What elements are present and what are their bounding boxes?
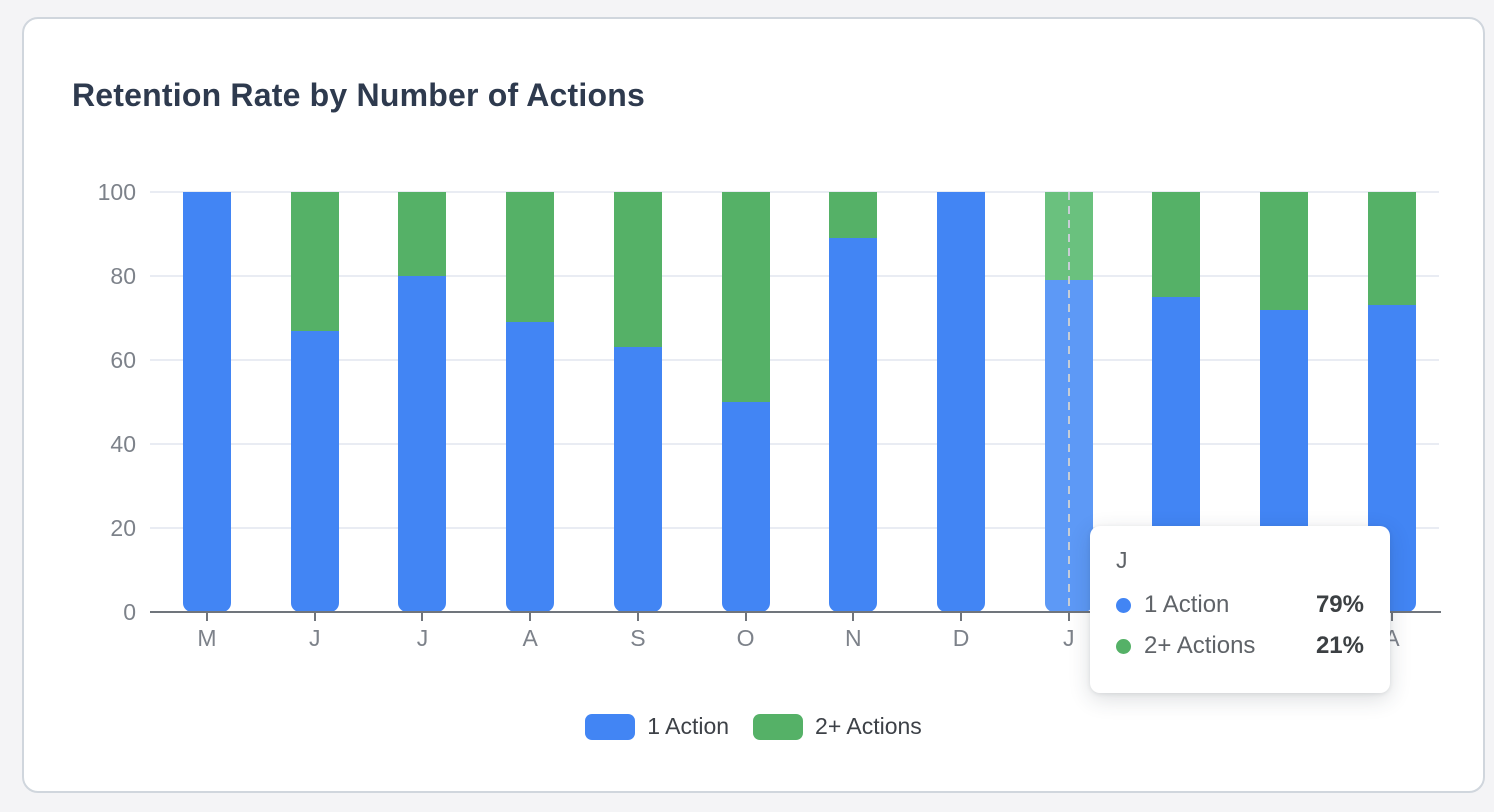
bar-segment-2plus-actions[interactable] <box>398 192 447 276</box>
x-axis-label: N <box>845 625 862 651</box>
legend-item-1-action[interactable]: 1 Action <box>585 713 729 740</box>
bar-segment-2plus-actions[interactable] <box>290 192 339 331</box>
chart-tooltip: J 1 Action 79% 2+ Actions 21% <box>1090 526 1390 693</box>
x-axis-tick <box>1390 613 1393 621</box>
x-axis-label: J <box>1063 625 1075 651</box>
gridline-40 <box>150 443 1439 445</box>
chart-legend: 1 Action 2+ Actions <box>24 713 1483 740</box>
legend-item-2-actions[interactable]: 2+ Actions <box>753 713 922 740</box>
legend-swatch-icon <box>753 713 804 740</box>
legend-swatch-icon <box>585 713 636 740</box>
bar-segment-2plus-actions[interactable] <box>721 192 770 402</box>
bar-segment-1-action[interactable] <box>829 238 878 612</box>
x-axis-label: O <box>736 625 755 651</box>
chart-title: Retention Rate by Number of Actions <box>72 77 645 113</box>
plot-area <box>150 191 1439 612</box>
bar-group-2-J[interactable] <box>290 192 339 612</box>
bar-segment-1-action[interactable] <box>183 192 231 612</box>
x-axis-tick <box>313 613 316 621</box>
gridline-20 <box>150 527 1439 529</box>
x-axis-label: D <box>952 625 970 651</box>
bar-group-3-J[interactable] <box>398 192 447 612</box>
tooltip-title: J <box>1116 547 1128 573</box>
bar-segment-1-action[interactable] <box>290 330 339 612</box>
legend-item-label: 1 Action <box>647 713 730 739</box>
series-dot-icon <box>1116 638 1131 654</box>
bar-segment-1-action[interactable] <box>721 402 770 612</box>
tooltip-series-value: 79% <box>1315 591 1364 618</box>
bar-segment-1-action[interactable] <box>398 276 447 612</box>
bar-group-5-S[interactable] <box>613 192 662 612</box>
x-axis-tick <box>636 613 639 621</box>
y-axis-tick-label: 80 <box>110 263 136 289</box>
tooltip-row: 2+ Actions 21% <box>1116 632 1364 660</box>
tooltip-series-value: 21% <box>1315 632 1364 659</box>
x-axis-label: J <box>308 625 321 651</box>
tooltip-rows: 1 Action 79% 2+ Actions 21% <box>1116 591 1364 660</box>
bar-segment-2plus-actions[interactable] <box>613 192 662 348</box>
bar-segment-1-action[interactable] <box>613 347 662 612</box>
chart-card: Retention Rate by Number of Actions 0 20 4… <box>22 17 1485 793</box>
y-axis-tick-label: 60 <box>110 347 136 373</box>
bar-group-6-O[interactable] <box>721 192 770 612</box>
x-axis-label: M <box>197 625 217 651</box>
bar-group-4-A[interactable] <box>506 192 555 612</box>
bar-group-8-D[interactable] <box>937 192 986 612</box>
gridline-100 <box>150 191 1439 193</box>
bar-segment-1-action[interactable] <box>937 192 986 612</box>
tooltip-series-label: 1 Action <box>1144 591 1230 618</box>
y-axis-tick-label: 100 <box>97 179 136 205</box>
x-axis-tick <box>421 613 424 621</box>
x-axis-label: A <box>522 625 538 651</box>
tooltip-row: 1 Action 79% <box>1116 591 1364 619</box>
y-axis-tick-label: 40 <box>110 431 136 457</box>
x-axis-tick <box>852 613 855 621</box>
x-axis-tick <box>744 613 747 621</box>
y-axis-tick-label: 20 <box>110 515 136 541</box>
x-axis-label: J <box>416 625 429 651</box>
bar-segment-2plus-actions[interactable] <box>1367 192 1416 306</box>
bar-segment-2plus-actions[interactable] <box>829 192 878 239</box>
y-axis-tick-label: 0 <box>123 599 136 625</box>
gridline-80 <box>150 275 1439 277</box>
x-axis-tick <box>960 613 963 621</box>
bar-group-1-M[interactable] <box>183 192 231 612</box>
x-axis-tick <box>206 613 208 621</box>
x-axis-tick <box>529 613 532 621</box>
gridline-60 <box>150 359 1439 361</box>
tooltip-series-label: 2+ Actions <box>1144 632 1256 659</box>
x-axis-line <box>150 611 1441 613</box>
bar-segment-2plus-actions[interactable] <box>1260 192 1309 310</box>
legend-item-label: 2+ Actions <box>815 713 922 739</box>
bar-group-7-N[interactable] <box>829 192 878 612</box>
series-dot-icon <box>1116 597 1131 613</box>
hover-crosshair-line <box>1067 192 1070 612</box>
x-axis-label: S <box>630 625 646 651</box>
bar-segment-1-action[interactable] <box>506 322 555 612</box>
x-axis-tick <box>1067 613 1070 621</box>
bar-segment-2plus-actions[interactable] <box>506 192 555 323</box>
bar-segment-2plus-actions[interactable] <box>1152 192 1201 297</box>
